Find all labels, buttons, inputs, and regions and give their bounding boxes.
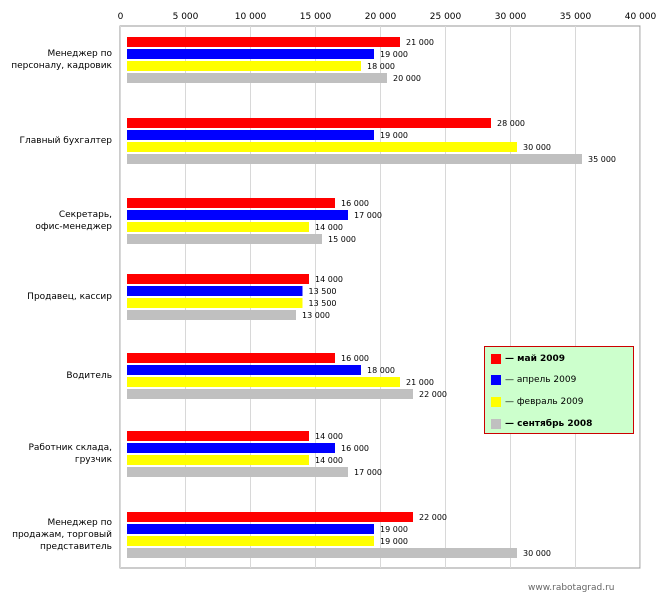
- bar-value-label: 14 000: [315, 223, 343, 232]
- x-tick-label: 40 000: [625, 12, 657, 22]
- bar-value-label: 19 000: [380, 537, 408, 546]
- watermark: www.rabotagrad.ru: [528, 583, 615, 593]
- bar-value-label: 14 000: [315, 432, 343, 441]
- x-tick-label: 20 000: [365, 12, 397, 22]
- legend-label: — февраль 2009: [505, 397, 584, 407]
- bar: [127, 142, 517, 152]
- bar-value-label: 19 000: [380, 525, 408, 534]
- x-tick-label: 5 000: [173, 12, 199, 22]
- bar: [127, 443, 335, 453]
- bar: [127, 389, 413, 399]
- bar: [127, 512, 413, 522]
- legend-label: — май 2009: [505, 354, 566, 364]
- bar: [127, 536, 374, 546]
- category-label: Водитель: [66, 371, 112, 381]
- bar: [127, 61, 361, 71]
- bar-value-label: 15 000: [328, 235, 356, 244]
- bar: [127, 222, 309, 232]
- legend-label: — апрель 2009: [505, 375, 577, 385]
- legend-item: — февраль 2009: [491, 395, 583, 409]
- legend: — май 2009 — апрель 2009 — февраль 2009 — с…: [484, 346, 634, 434]
- category-label: Продавец, кассир: [27, 292, 112, 302]
- bar: [127, 377, 400, 387]
- category-label: Главный бухгалтер: [19, 136, 112, 146]
- bar-value-label: 21 000: [406, 38, 434, 47]
- bar-value-label: 13 500: [309, 299, 337, 308]
- legend-swatch: [491, 375, 501, 385]
- legend-item: — сентябрь 2008: [491, 417, 592, 431]
- legend-item: — апрель 2009: [491, 373, 576, 387]
- bar-value-label: 30 000: [523, 549, 551, 558]
- bar: [127, 210, 348, 220]
- bar: [127, 37, 400, 47]
- bar: [127, 298, 303, 308]
- bar: [127, 274, 309, 284]
- legend-swatch: [491, 354, 501, 364]
- bar: [127, 154, 582, 164]
- legend-swatch: [491, 419, 501, 429]
- bar-value-label: 16 000: [341, 354, 369, 363]
- bar-value-label: 22 000: [419, 390, 447, 399]
- bar-value-label: 14 000: [315, 456, 343, 465]
- bar: [127, 548, 517, 558]
- legend-item: — май 2009: [491, 352, 565, 366]
- category-label: Секретарь, офис-менеджер: [35, 210, 112, 232]
- bar-value-label: 14 000: [315, 275, 343, 284]
- bar-value-label: 13 000: [302, 311, 330, 320]
- bar: [127, 73, 387, 83]
- x-tick-label: 25 000: [430, 12, 462, 22]
- bar: [127, 118, 491, 128]
- bar-value-label: 19 000: [380, 50, 408, 59]
- bar: [127, 353, 335, 363]
- bar-value-label: 28 000: [497, 119, 525, 128]
- bar-value-label: 17 000: [354, 468, 382, 477]
- bar: [127, 234, 322, 244]
- bar-value-label: 20 000: [393, 74, 421, 83]
- bar: [127, 49, 374, 59]
- x-tick-label: 10 000: [235, 12, 267, 22]
- x-tick-label: 15 000: [300, 12, 332, 22]
- category-label: Менеджер по продажам, торговый представи…: [12, 518, 112, 552]
- bar: [127, 130, 374, 140]
- bar: [127, 524, 374, 534]
- bar-value-label: 17 000: [354, 211, 382, 220]
- x-tick-label: 0: [118, 12, 124, 22]
- legend-swatch: [491, 397, 501, 407]
- bar-value-label: 21 000: [406, 378, 434, 387]
- bar-value-label: 18 000: [367, 366, 395, 375]
- bar-value-label: 22 000: [419, 513, 447, 522]
- x-tick-label: 35 000: [560, 12, 592, 22]
- bar-value-label: 16 000: [341, 444, 369, 453]
- bar-value-label: 30 000: [523, 143, 551, 152]
- category-label: Работник склада, грузчик: [28, 443, 112, 465]
- category-label: Менеджер по персоналу, кадровик: [11, 49, 112, 71]
- bar: [127, 431, 309, 441]
- bar-value-label: 13 500: [309, 287, 337, 296]
- bar: [127, 467, 348, 477]
- bar: [127, 310, 296, 320]
- bar-value-label: 19 000: [380, 131, 408, 140]
- bar-value-label: 18 000: [367, 62, 395, 71]
- legend-label: — сентябрь 2008: [505, 419, 593, 429]
- bar-value-label: 16 000: [341, 199, 369, 208]
- bar: [127, 455, 309, 465]
- x-tick-label: 30 000: [495, 12, 527, 22]
- bar-value-label: 35 000: [588, 155, 616, 164]
- bar: [127, 365, 361, 375]
- bar: [127, 286, 303, 296]
- bar: [127, 198, 335, 208]
